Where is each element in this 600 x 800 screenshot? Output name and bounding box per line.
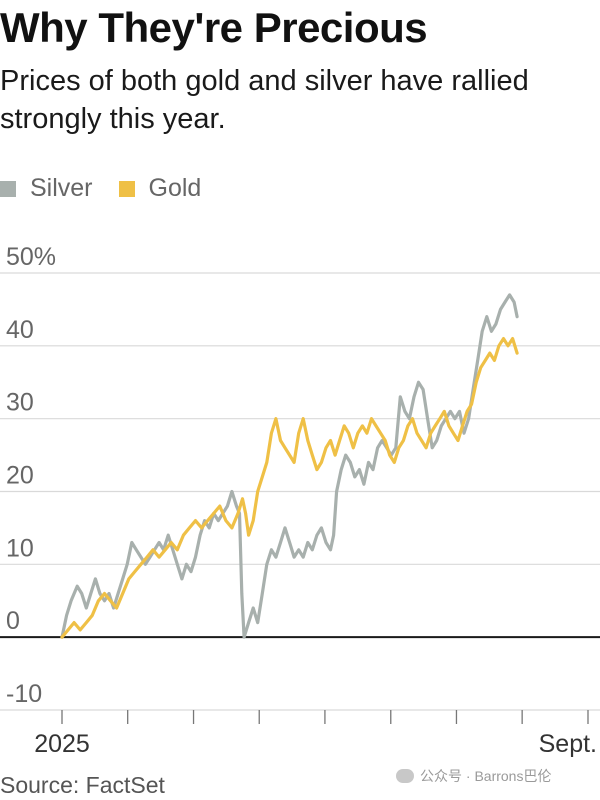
y-tick-label: 50% xyxy=(6,243,56,271)
x-tick-label: 2025 xyxy=(34,730,90,758)
wechat-icon xyxy=(396,769,414,783)
chart-subtitle: Prices of both gold and silver have rall… xyxy=(0,65,529,135)
legend-label-silver: Silver xyxy=(30,174,93,202)
x-tick-label: Sept. xyxy=(539,730,597,758)
legend-swatch-gold xyxy=(118,180,135,197)
x-axis: 2025 Sept. xyxy=(34,710,597,758)
y-tick-label: 30 xyxy=(6,389,34,417)
watermark: 公众号 · Barrons巴伦 xyxy=(396,766,551,786)
grid-lines xyxy=(0,272,600,711)
y-axis-labels: -10 0 10 20 30 40 50% xyxy=(6,243,56,708)
legend-item-silver: Silver xyxy=(0,174,93,203)
y-tick-label: 40 xyxy=(6,316,34,344)
source-note: Source: FactSet xyxy=(0,772,165,798)
legend-item-gold: Gold xyxy=(118,174,202,203)
y-tick-label: 20 xyxy=(6,462,34,490)
legend-label-gold: Gold xyxy=(148,174,202,202)
series-line-silver xyxy=(60,293,519,639)
chart-title: Why They're Precious xyxy=(0,4,428,51)
y-tick-label: -10 xyxy=(6,680,42,708)
series-lines xyxy=(60,293,519,639)
line-chart: -10 0 10 20 30 40 50% 2025 Sept. xyxy=(0,243,600,758)
y-tick-label: 10 xyxy=(6,534,34,562)
legend-swatch-silver xyxy=(0,180,16,197)
y-tick-label: 0 xyxy=(6,607,20,635)
chart-legend: Silver Gold xyxy=(0,174,227,203)
watermark-text: 公众号 · Barrons巴伦 xyxy=(420,768,552,784)
series-line-gold xyxy=(60,337,519,639)
